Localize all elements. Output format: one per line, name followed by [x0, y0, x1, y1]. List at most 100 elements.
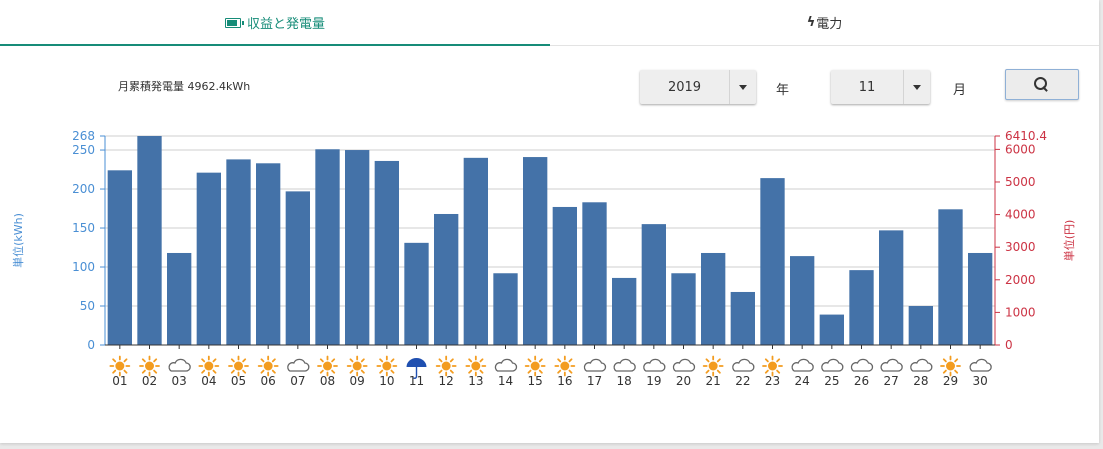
x-tick-label: 14: [498, 374, 513, 388]
sun-ray: [349, 358, 354, 363]
bar: [641, 224, 666, 345]
cloud-icon: [791, 358, 814, 372]
search-button[interactable]: [1005, 69, 1079, 100]
cloud-icon: [880, 358, 903, 372]
cloud-shape: [494, 358, 518, 372]
sun-core: [530, 361, 540, 371]
sun-icon: [435, 355, 457, 377]
sun-core: [560, 361, 570, 371]
sun-ray: [538, 369, 543, 374]
cloud-shape: [791, 358, 814, 372]
monthly-total: 月累積発電量 4962.4kWh: [118, 78, 250, 94]
x-tick-label: 20: [676, 374, 691, 388]
sun-icon: [376, 355, 398, 377]
month-dropdown-toggle[interactable]: [903, 70, 930, 104]
cloud-shape: [732, 358, 755, 372]
year-dropdown-toggle[interactable]: [729, 70, 756, 104]
sun-ray: [379, 358, 384, 363]
y-tick-label: 0: [87, 338, 95, 352]
month-select[interactable]: 11: [831, 70, 930, 104]
sun-ray: [716, 358, 721, 363]
bar: [107, 170, 132, 345]
y-tick-label: 250: [72, 143, 95, 157]
sun-ray: [379, 369, 384, 374]
sun-core: [115, 361, 125, 371]
x-tick-label: 01: [112, 374, 127, 388]
y2-tick-label: 5000: [1005, 175, 1036, 189]
x-tick-label: 17: [587, 374, 602, 388]
x-tick-label: 04: [201, 374, 216, 388]
bar: [968, 252, 993, 345]
cloud-shape: [880, 358, 903, 372]
sun-ray: [141, 358, 146, 363]
sun-ray: [776, 369, 781, 374]
x-tick-label: 06: [261, 374, 276, 388]
x-tick-label: 08: [320, 374, 335, 388]
cloud-shape: [287, 358, 310, 372]
cloud-shape: [613, 358, 636, 372]
sun-core: [352, 361, 362, 371]
sun-ray: [468, 369, 473, 374]
y2-tick-label: 4000: [1005, 208, 1036, 222]
x-tick-label: 07: [290, 374, 305, 388]
umbrella-canopy: [406, 358, 427, 367]
month-unit-label: 月: [953, 83, 967, 98]
bar: [849, 270, 874, 345]
sun-ray: [201, 358, 206, 363]
sun-ray: [479, 358, 484, 363]
search-icon: [1034, 76, 1047, 90]
tab-power[interactable]: ϟ 電力: [550, 0, 1099, 45]
umbrella-handle: [413, 367, 418, 379]
year-select[interactable]: 2019: [640, 70, 756, 104]
y2-tick-label: 2000: [1005, 273, 1036, 287]
x-tick-label: 18: [617, 374, 632, 388]
cloud-shape: [168, 358, 191, 372]
sun-icon: [109, 355, 131, 377]
bar: [167, 252, 192, 345]
cloud-icon: [672, 358, 696, 372]
sun-ray: [360, 358, 365, 363]
sun-ray: [716, 369, 721, 374]
sun-core: [471, 361, 481, 371]
sun-ray: [468, 358, 473, 363]
year-select-value: 2019: [667, 79, 702, 95]
tab-power-label: 電力: [816, 17, 843, 32]
bar: [226, 159, 251, 345]
bar: [523, 157, 548, 345]
x-tick-label: 11: [409, 374, 424, 388]
sun-ray: [271, 369, 276, 374]
sun-ray: [568, 369, 573, 374]
x-tick-label: 05: [231, 374, 246, 388]
bar: [730, 291, 755, 345]
cloud-icon: [732, 358, 755, 372]
tab-revenue-generation[interactable]: 収益と発電量: [0, 0, 550, 46]
bar: [760, 178, 785, 345]
sun-ray: [954, 369, 959, 374]
x-tick-label: 10: [379, 374, 394, 388]
sun-icon: [940, 355, 961, 377]
bar: [938, 209, 963, 345]
y-axis-title: 単位(kWh): [11, 213, 25, 268]
sun-core: [234, 361, 243, 371]
bar: [404, 242, 429, 345]
sun-ray: [390, 358, 395, 363]
battery-icon: [224, 17, 244, 28]
y-tick-label: 100: [72, 260, 95, 274]
bar: [908, 306, 933, 345]
sun-ray: [527, 369, 532, 374]
cloud-icon: [287, 358, 310, 372]
monthly-total-value: 4962.4kWh: [187, 80, 251, 93]
sun-ray: [954, 358, 959, 363]
sun-ray: [271, 358, 276, 363]
bar: [315, 149, 340, 345]
x-tick-label: 30: [973, 374, 988, 388]
sun-ray: [705, 369, 710, 374]
x-tick-label: 26: [854, 374, 869, 388]
sun-ray: [123, 369, 128, 374]
cloud-shape: [821, 358, 844, 372]
bar: [256, 163, 281, 345]
x-tick-label: 27: [884, 374, 899, 388]
x-tick-label: 13: [468, 374, 483, 388]
bar: [493, 273, 518, 345]
bar: [552, 206, 577, 345]
